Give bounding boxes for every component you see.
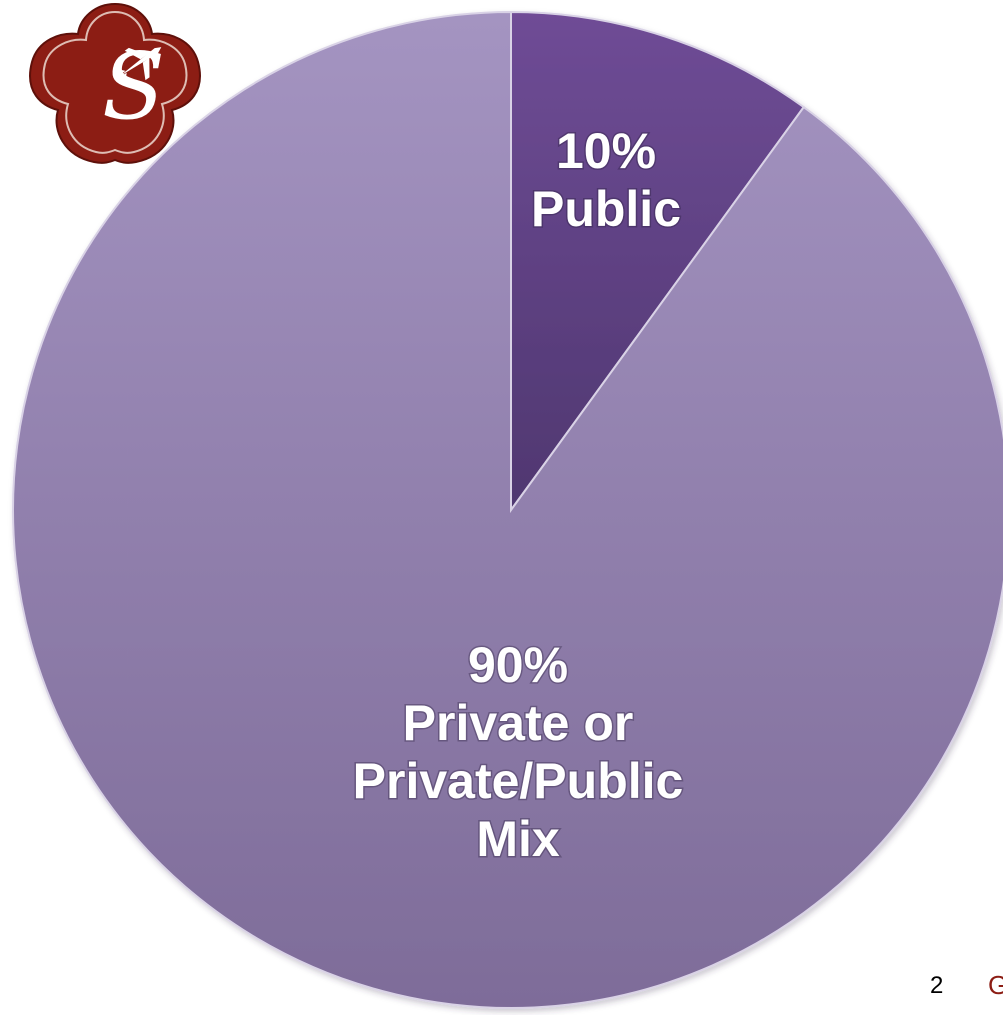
slice-category-label: Public bbox=[531, 181, 681, 237]
company-logo: S bbox=[29, 2, 201, 164]
logo-quatrefoil bbox=[29, 2, 201, 164]
slice-percent-label: 90% bbox=[468, 637, 568, 693]
slice-percent-label: 10% bbox=[556, 123, 656, 179]
airplane-icon bbox=[112, 47, 162, 85]
slice-category-label: Private/Public bbox=[353, 753, 684, 809]
pie-slice-private-or-private-public-mix bbox=[12, 10, 1003, 1009]
slice-category-label: Mix bbox=[476, 811, 560, 867]
pie-slice-public bbox=[510, 10, 806, 514]
slice-category-label: Private or bbox=[403, 695, 634, 751]
page-number: 2 bbox=[930, 972, 944, 999]
footer-text-fragment: G bbox=[988, 970, 1003, 1000]
